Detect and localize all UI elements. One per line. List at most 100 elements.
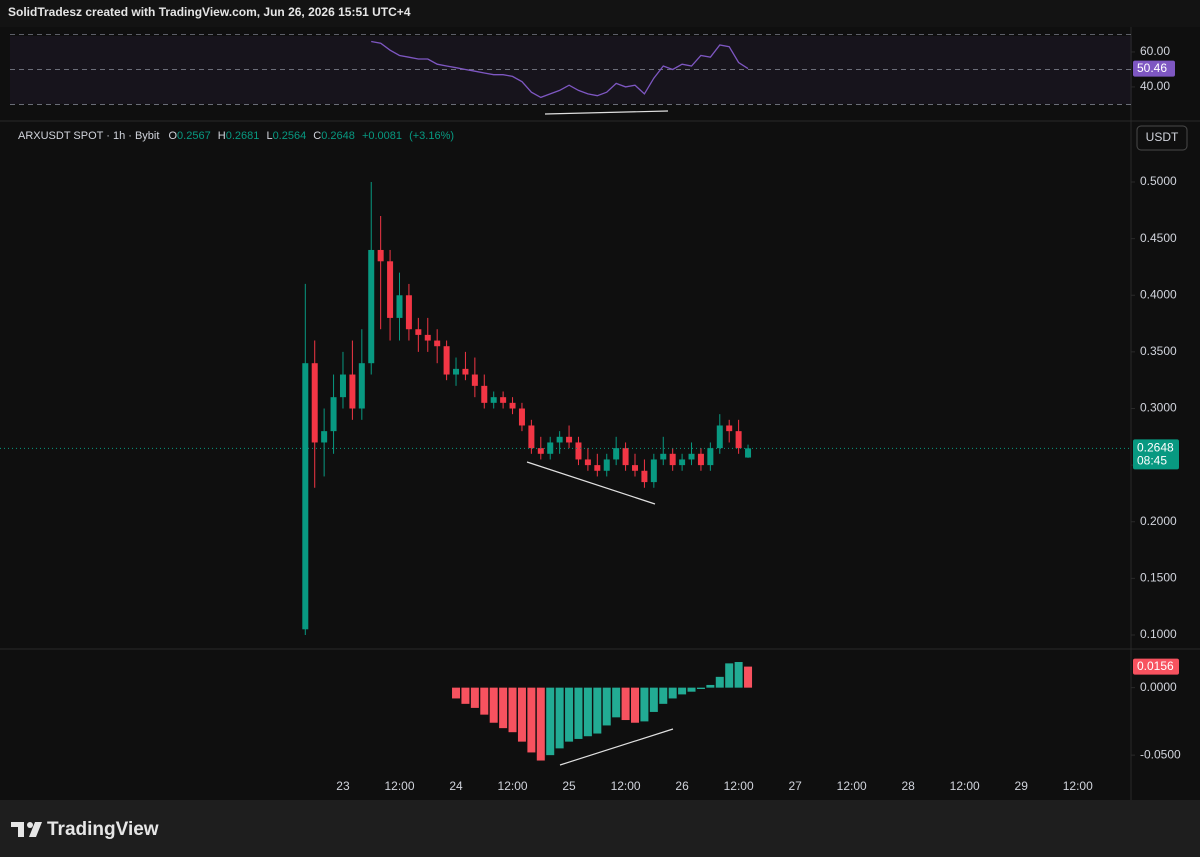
ohlc-value: 0.2681 (226, 130, 260, 142)
candle-body (302, 363, 309, 630)
histogram-bar (555, 687, 564, 749)
currency-label[interactable]: USDT (1146, 130, 1179, 144)
x-tick-label: 12:00 (950, 779, 980, 793)
ohlc-label: L (266, 130, 272, 142)
histogram-bar (527, 687, 536, 753)
histogram-bar (678, 687, 687, 695)
candle-body (679, 459, 686, 466)
candle-body (613, 448, 620, 460)
y-tick-label: 0.4500 (1140, 231, 1177, 245)
x-tick-label: 12:00 (611, 779, 641, 793)
x-tick-label: 29 (1015, 779, 1029, 793)
histogram-bar (536, 687, 545, 761)
candle-body (697, 453, 704, 466)
rsi-value-label: 50.46 (1137, 61, 1167, 75)
x-tick-label: 12:00 (498, 779, 528, 793)
candle-body (311, 363, 318, 443)
histogram-bar (612, 687, 621, 718)
candle-body (650, 459, 657, 483)
logo-shape (27, 822, 33, 828)
y-tick-label: 0.3500 (1140, 344, 1177, 358)
y-tick-label: -0.0500 (1140, 747, 1181, 761)
histogram-bar (621, 687, 630, 721)
histogram-bar (706, 684, 715, 688)
y-tick-label: 40.00 (1140, 79, 1170, 93)
rsi-line (371, 40, 749, 99)
candle-body (660, 453, 667, 460)
logo (11, 822, 42, 837)
candle-body (396, 295, 403, 318)
histogram-bar (470, 687, 479, 708)
x-tick-label: 27 (788, 779, 802, 793)
candle-body (368, 249, 375, 364)
y-tick-label: 60.00 (1140, 44, 1170, 58)
ohlc-value: 0.2564 (273, 130, 307, 142)
change-pct: (+3.16%) (409, 130, 454, 142)
trend-line (526, 461, 656, 505)
candle-body (735, 431, 742, 449)
ohlc-label: H (218, 130, 226, 142)
candle-body (688, 453, 695, 460)
rsi-value-box (1133, 60, 1175, 77)
histogram-bar (480, 687, 489, 715)
histogram-bar (583, 687, 592, 737)
candle-body (462, 368, 469, 375)
footer (0, 800, 1200, 857)
trend-line (559, 728, 674, 766)
ohlc-label: C (313, 130, 321, 142)
watermark: SolidTradesz created with TradingView.co… (8, 5, 411, 19)
histogram-bar (565, 687, 574, 742)
histogram-bar (461, 687, 470, 704)
histogram-bar (659, 687, 668, 704)
candle-body (471, 374, 478, 386)
candle-body (481, 385, 488, 403)
ohlc-value: 0.2648 (321, 130, 355, 142)
logo-shape (18, 822, 24, 837)
histogram-bar (602, 687, 611, 726)
candle-body (490, 397, 497, 403)
histogram-bar (734, 662, 743, 688)
candle-body (745, 448, 752, 458)
candle-body (669, 453, 676, 466)
currency-button[interactable] (1136, 125, 1188, 151)
histogram-bar (649, 687, 658, 712)
trend-line (544, 110, 669, 115)
header: ARXUSDT SPOT · 1h · Bybit O0.2567 H0.268… (18, 130, 454, 142)
macd-value-label: 0.0156 (1137, 659, 1174, 673)
y-tick-label: 0.2000 (1140, 514, 1177, 528)
candle-body (641, 470, 648, 483)
x-tick-label: 12:00 (837, 779, 867, 793)
last-price-label: 0.2648 (1137, 441, 1174, 455)
candle-body (566, 436, 573, 443)
candle-body (453, 368, 460, 375)
candle-body (622, 448, 629, 466)
candle-body (632, 465, 638, 471)
x-tick-label: 12:00 (384, 779, 414, 793)
candle-body (415, 329, 422, 335)
candle-body (509, 402, 516, 409)
countdown: 08:45 (1137, 454, 1167, 468)
histogram-bar (744, 666, 753, 688)
logo-shape (11, 822, 24, 827)
y-tick-label: 0.1000 (1140, 627, 1177, 641)
x-tick-label: 12:00 (1063, 779, 1093, 793)
histogram-bar (508, 687, 517, 733)
histogram-bar (696, 687, 705, 690)
candle-body (707, 448, 714, 466)
candle-body (594, 465, 601, 471)
candle-body (358, 363, 365, 409)
change: +0.0081 (362, 130, 402, 142)
ohlc-label: O (168, 130, 177, 142)
candle-body (443, 346, 450, 375)
candle-body (528, 425, 535, 449)
y-tick-label: 0.1500 (1140, 571, 1177, 585)
candle-body (518, 408, 525, 426)
candle-body (387, 261, 394, 318)
histogram-bar (640, 687, 649, 722)
y-tick-label: 0.3000 (1140, 401, 1177, 415)
candle-body (547, 442, 554, 454)
x-tick-label: 23 (336, 779, 350, 793)
rsi-band (10, 36, 1132, 104)
